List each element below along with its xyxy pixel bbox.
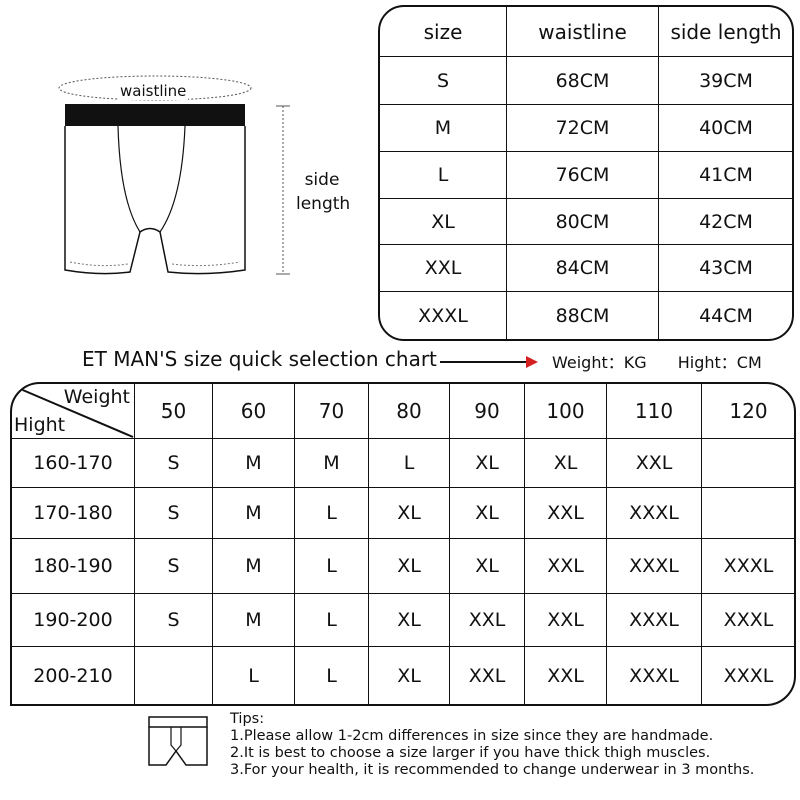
size-cell: XXXL	[702, 539, 794, 594]
height-unit: Hight：CM	[677, 353, 762, 372]
measure-cell: 43CM	[659, 245, 792, 292]
arrow-right-icon	[440, 356, 538, 368]
size-cell	[702, 439, 794, 488]
measure-cell: 44CM	[659, 292, 792, 339]
size-cell: L	[213, 647, 295, 704]
side-length-label: side length	[296, 170, 351, 214]
size-cell: XL	[380, 199, 507, 245]
size-selection-table: Weight Hight 50 60 70 80 90 100 110 120 160-170 S M M…	[10, 382, 796, 706]
column-header: size	[380, 7, 507, 57]
size-cell: XL	[369, 539, 450, 594]
size-cell: XXL	[525, 539, 607, 594]
size-cell: XXL	[380, 245, 507, 292]
height-cell: 160-170	[12, 439, 135, 488]
size-cell: M	[380, 105, 507, 152]
measure-cell: 80CM	[507, 199, 659, 245]
measure-cell: 39CM	[659, 57, 792, 105]
diagonal-divider	[17, 387, 134, 438]
size-cell: XXXL	[702, 594, 794, 647]
height-cell: 170-180	[12, 488, 135, 539]
weight-unit: Weight：KG	[552, 353, 647, 372]
measure-cell: 68CM	[507, 57, 659, 105]
size-cell: M	[213, 539, 295, 594]
weight-header: 80	[369, 384, 450, 439]
corner-header: Weight Hight	[12, 384, 135, 439]
height-cell: 190-200	[12, 594, 135, 647]
size-cell: S	[135, 439, 213, 488]
measure-cell: 84CM	[507, 245, 659, 292]
side-label: side	[304, 170, 340, 190]
measure-cell: 76CM	[507, 152, 659, 199]
size-cell	[135, 647, 213, 704]
size-cell: XL	[450, 488, 525, 539]
measure-cell: 40CM	[659, 105, 792, 152]
size-cell: XXXL	[607, 594, 702, 647]
measure-cell: 41CM	[659, 152, 792, 199]
height-cell: 200-210	[12, 647, 135, 704]
column-header: side length	[659, 7, 792, 57]
tip-item: 1.Please allow 1-2cm differences in size…	[230, 728, 714, 744]
weight-header: 70	[295, 384, 369, 439]
size-cell: XXXL	[607, 539, 702, 594]
tip-item: 3.For your health, it is recommended to …	[230, 762, 755, 778]
size-cell: XXL	[450, 594, 525, 647]
measure-cell: 42CM	[659, 199, 792, 245]
weight-header: 120	[702, 384, 794, 439]
weight-header: 60	[213, 384, 295, 439]
weight-axis-label: Weight	[63, 386, 130, 408]
tips-title: Tips:	[230, 711, 265, 727]
size-cell: XL	[450, 539, 525, 594]
size-cell: XXL	[525, 488, 607, 539]
size-cell: XXL	[525, 594, 607, 647]
size-cell: L	[295, 539, 369, 594]
size-cell: S	[135, 594, 213, 647]
size-cell: XXL	[450, 647, 525, 704]
size-cell: L	[369, 439, 450, 488]
size-cell: M	[213, 594, 295, 647]
size-cell: M	[213, 488, 295, 539]
size-cell: XL	[450, 439, 525, 488]
height-axis-label: Hight	[14, 414, 66, 436]
shorts-diagram-icon	[58, 75, 290, 275]
size-cell: L	[295, 594, 369, 647]
chart-title: ET MAN'S size quick selection chart	[82, 347, 437, 371]
measure-cell: 72CM	[507, 105, 659, 152]
weight-header: 50	[135, 384, 213, 439]
size-cell: XXXL	[702, 647, 794, 704]
weight-header: 90	[450, 384, 525, 439]
size-cell: L	[295, 647, 369, 704]
size-cell: M	[295, 439, 369, 488]
size-cell: S	[135, 488, 213, 539]
size-cell: XL	[369, 647, 450, 704]
size-cell: XL	[525, 439, 607, 488]
size-cell: XXXL	[380, 292, 507, 339]
size-cell: XL	[369, 594, 450, 647]
size-cell: S	[135, 539, 213, 594]
size-cell: XXL	[525, 647, 607, 704]
size-cell: XXL	[607, 439, 702, 488]
size-cell: XXXL	[607, 647, 702, 704]
units-legend: Weight：KG Hight：CM	[552, 349, 788, 373]
size-cell: L	[295, 488, 369, 539]
weight-header: 110	[607, 384, 702, 439]
underwear-icon	[148, 716, 208, 766]
size-cell: M	[213, 439, 295, 488]
measurement-table: size waistline side length S 68CM 39CM M 72CM 40…	[378, 5, 794, 341]
tip-item: 2.It is best to choose a size larger if …	[230, 745, 711, 761]
height-cell: 180-190	[12, 539, 135, 594]
weight-header: 100	[525, 384, 607, 439]
waistline-label: waistline	[118, 82, 189, 100]
size-cell: S	[380, 57, 507, 105]
size-cell	[702, 488, 794, 539]
size-cell: XXXL	[607, 488, 702, 539]
tips: Tips: 1.Please allow 1-2cm differences i…	[230, 711, 754, 779]
measure-cell: 88CM	[507, 292, 659, 339]
column-header: waistline	[507, 7, 659, 57]
size-cell: L	[380, 152, 507, 199]
length-label: length	[296, 194, 351, 214]
size-cell: XL	[369, 488, 450, 539]
